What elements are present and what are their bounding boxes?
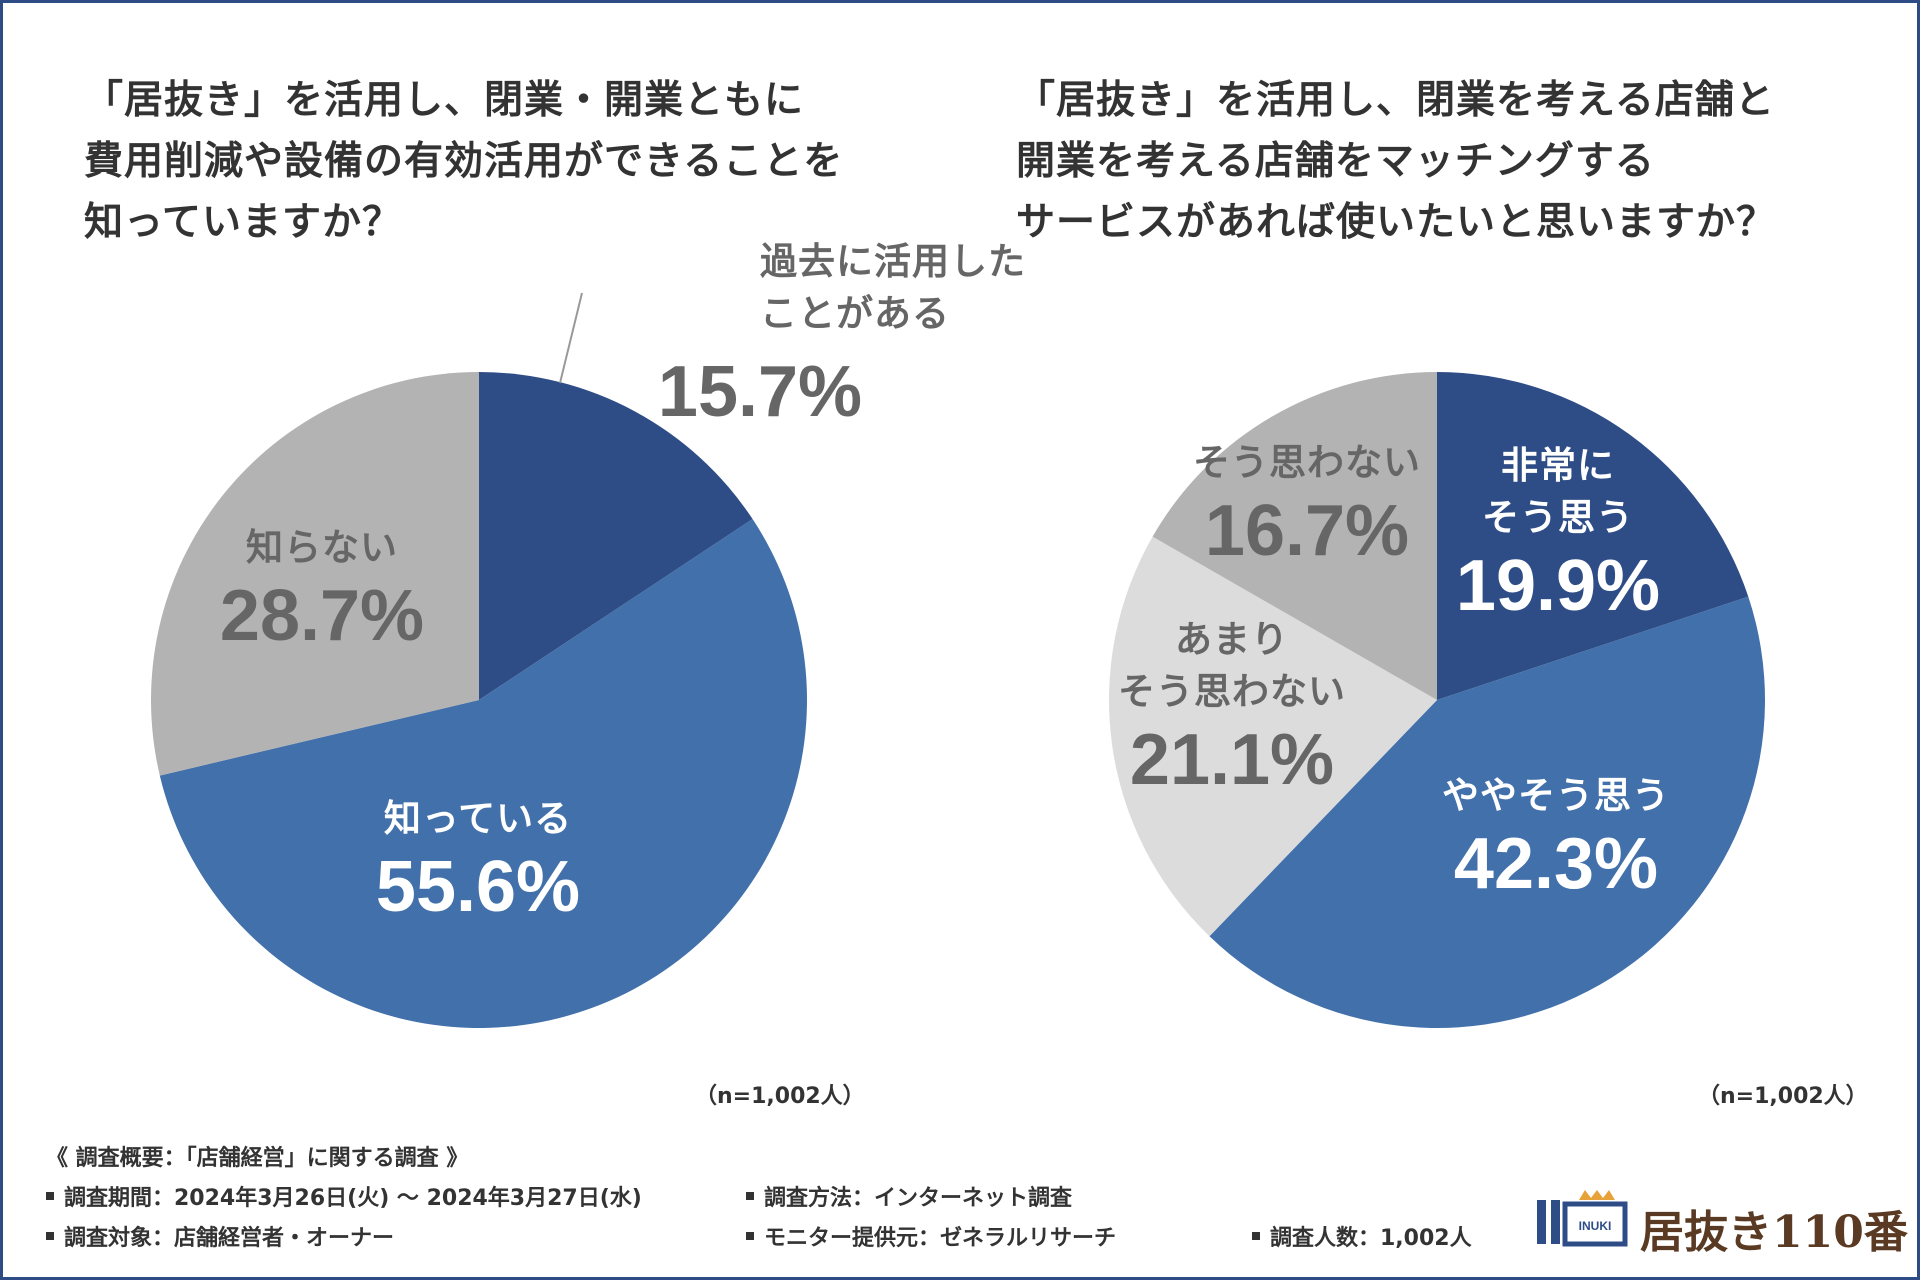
slice-name-line: あまり bbox=[1175, 618, 1289, 661]
brand-logo-icon: INUKI bbox=[1537, 1190, 1628, 1247]
survey-count: 調査人数：1,002人 bbox=[1252, 1220, 1472, 1252]
slice-name-line: ことがある bbox=[760, 292, 950, 335]
survey-target: 調査対象：店舗経営者・オーナー bbox=[46, 1220, 394, 1252]
brand-logo-text: 居抜き110番 bbox=[1640, 1207, 1908, 1258]
survey-count-text: 調査人数：1,002人 bbox=[1270, 1226, 1472, 1251]
slice-name-line: そう思わない bbox=[1193, 441, 1421, 484]
pie2-slice-1 bbox=[1437, 372, 1749, 700]
chart2-title-line: 「居抜き」を活用し、閉業を考える店舗と bbox=[1016, 78, 1775, 123]
survey-provider-text: モニター提供元：ゼネラルリサーチ bbox=[764, 1226, 1117, 1251]
bullet-icon bbox=[46, 1192, 54, 1200]
bullet-icon bbox=[46, 1232, 54, 1240]
survey-provider: モニター提供元：ゼネラルリサーチ bbox=[746, 1220, 1116, 1252]
pie2-slice-2 bbox=[1209, 596, 1765, 1028]
slice-name-line: 非常に bbox=[1501, 444, 1615, 487]
chart2-title-line: 開業を考える店舗をマッチングする bbox=[1016, 139, 1655, 184]
chart2-sample-size: （n=1,002人） bbox=[1698, 1084, 1868, 1109]
slice-value-past-used: 15.7% bbox=[658, 350, 862, 434]
pie2-slice-3 bbox=[1109, 536, 1437, 937]
chart1-title-line: 費用削減や設備の有効活用ができることを bbox=[84, 139, 844, 184]
slice-name-line: 知らない bbox=[246, 526, 398, 569]
pie1-slice-2 bbox=[159, 519, 808, 1029]
slice-name-line: ややそう思う bbox=[1442, 774, 1670, 817]
survey-method: 調査方法：インターネット調査 bbox=[746, 1180, 1072, 1212]
slice-label-disagree: そう思わない 16.7% bbox=[1193, 437, 1421, 573]
logo-badge-text: INUKI bbox=[1579, 1219, 1612, 1233]
survey-period: 調査期間：2024年3月26日(火) 〜 2024年3月27日(水) bbox=[46, 1180, 642, 1212]
slice-label-somewhat-agree: ややそう思う 42.3% bbox=[1442, 770, 1670, 906]
chart1-title: 「居抜き」を活用し、閉業・開業ともに 費用削減や設備の有効活用ができることを 知… bbox=[84, 70, 843, 253]
slice-label-dont-know: 知らない 28.7% bbox=[220, 522, 424, 658]
slice-name-line: 過去に活用した bbox=[760, 240, 1026, 283]
slice-value: 55.6% bbox=[375, 847, 581, 927]
slice-label-strongly-agree: 非常に そう思う 19.9% bbox=[1456, 440, 1660, 628]
chart2-title-line: サービスがあれば使いたいと思いますか？ bbox=[1016, 200, 1777, 245]
pie2-slice-4 bbox=[1152, 372, 1437, 700]
slice-value: 42.3% bbox=[1453, 824, 1659, 904]
survey-period-text: 調査期間：2024年3月26日(火) 〜 2024年3月27日(水) bbox=[64, 1186, 642, 1211]
slice-value: 15.7% bbox=[657, 352, 863, 432]
bullet-icon bbox=[746, 1192, 754, 1200]
slice-label-not-really: あまり そう思わない 21.1% bbox=[1118, 614, 1346, 802]
bullet-icon bbox=[746, 1232, 754, 1240]
chart1-title-line: 知っていますか？ bbox=[84, 200, 403, 245]
slice-name-line: そう思わない bbox=[1118, 670, 1346, 713]
slice-label-past-used: 過去に活用した ことがある bbox=[760, 236, 1026, 340]
slice-value: 21.1% bbox=[1129, 720, 1335, 800]
slice-value: 28.7% bbox=[219, 576, 425, 656]
pie1-slice-1 bbox=[479, 372, 753, 700]
pie1-slice-3 bbox=[150, 372, 479, 776]
slice-value: 16.7% bbox=[1204, 491, 1410, 571]
slice-name-line: そう思う bbox=[1482, 496, 1634, 539]
survey-heading: 《 調査概要：「店舗経営」に関する調査 》 bbox=[46, 1146, 469, 1171]
slice-value: 19.9% bbox=[1455, 546, 1661, 626]
survey-target-text: 調査対象：店舗経営者・オーナー bbox=[64, 1226, 395, 1251]
leader-line-past-used bbox=[559, 292, 583, 384]
bullet-icon bbox=[1252, 1232, 1260, 1240]
chart1-sample-size: （n=1,002人） bbox=[695, 1084, 865, 1109]
slice-name-line: 知っている bbox=[383, 797, 573, 840]
chart2-title: 「居抜き」を活用し、閉業を考える店舗と 開業を考える店舗をマッチングする サービ… bbox=[1016, 70, 1776, 253]
pie-chart-1 bbox=[150, 372, 808, 1029]
slice-label-know: 知っている 55.6% bbox=[376, 793, 580, 929]
chart1-title-line: 「居抜き」を活用し、閉業・開業ともに bbox=[84, 78, 805, 123]
survey-method-text: 調査方法：インターネット調査 bbox=[764, 1186, 1073, 1211]
pie-chart-2 bbox=[1109, 372, 1765, 1028]
